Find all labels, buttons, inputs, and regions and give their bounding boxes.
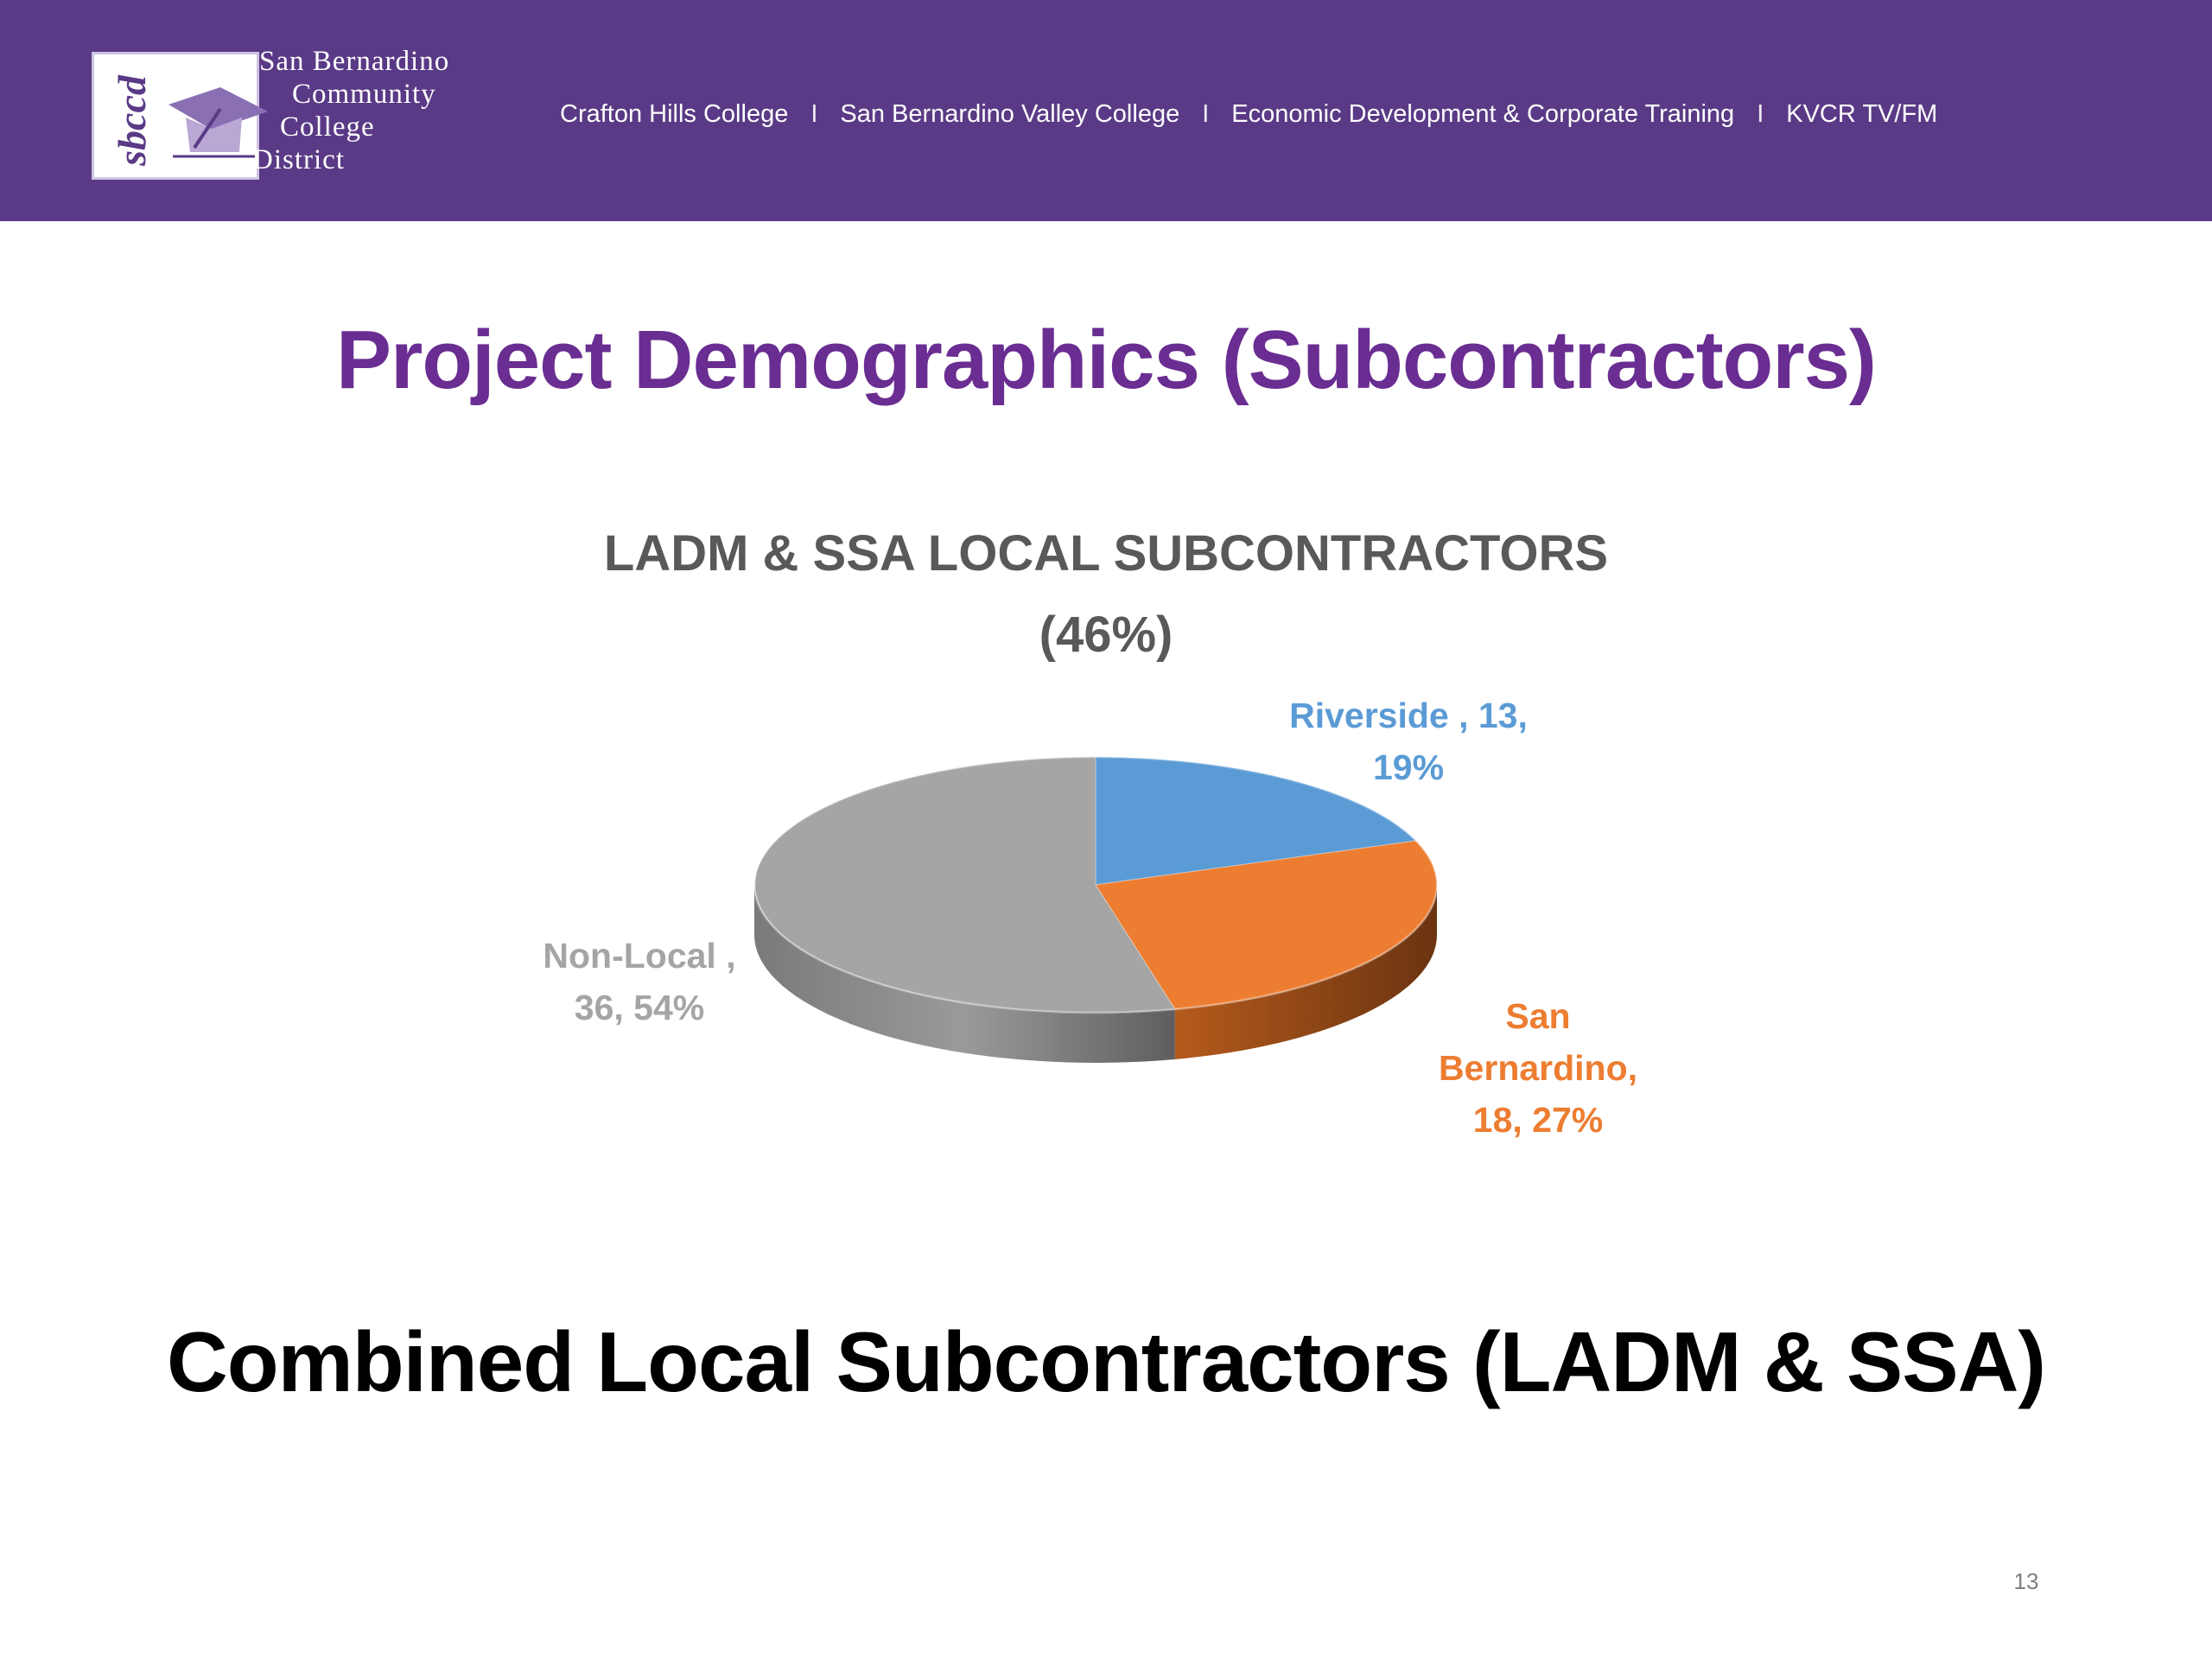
slice-label-line: Riverside , 13,	[1289, 696, 1528, 735]
nav-item-sbvc: San Bernardino Valley College	[840, 99, 1180, 128]
slice-label-line: 19%	[1372, 747, 1445, 787]
district-logo: sbccd San Bernardino Community College D…	[92, 45, 506, 183]
district-name-line: District	[252, 144, 345, 175]
nav-separator: I	[1757, 99, 1764, 128]
nav-item-crafton-hills: Crafton Hills College	[560, 99, 789, 128]
slice-label-line: 36, 54%	[574, 988, 705, 1027]
district-name: San Bernardino Community College Distric…	[252, 45, 512, 183]
slice-label-line: Bernardino,	[1438, 1048, 1638, 1088]
chart-title: LADM & SSA LOCAL SUBCONTRACTORS (46%)	[484, 513, 1728, 676]
logo-emblem: sbccd	[92, 52, 268, 180]
pie-slice-san-bernardino	[1095, 840, 1438, 1010]
page-number: 13	[2013, 1568, 2039, 1594]
slice-label-line: 18, 27%	[1472, 1100, 1604, 1140]
slice-label-san-bernardino: San Bernardino, 18, 27%	[1408, 990, 1668, 1146]
district-name-line: Community	[292, 79, 436, 110]
bottom-title: Combined Local Subcontractors (LADM & SS…	[166, 1314, 2046, 1409]
chart-title-line: (46%)	[1039, 607, 1173, 663]
graduation-cap-icon	[168, 87, 268, 158]
college-nav: Crafton Hills College I San Bernardino V…	[560, 97, 1937, 131]
pie-rim	[753, 755, 1439, 1014]
slide-title: Project Demographics (Subcontractors)	[335, 314, 1877, 406]
slice-label-line: San	[1505, 996, 1571, 1036]
slice-label-riverside: Riverside , 13, 19%	[1279, 690, 1538, 793]
nav-item-kvcr: KVCR TV/FM	[1786, 99, 1938, 128]
district-name-line: San Bernardino	[259, 46, 450, 77]
district-name-line: College	[280, 111, 375, 143]
slice-label-line: Non-Local ,	[543, 936, 736, 976]
logo-monogram: sbccd	[109, 74, 154, 166]
slice-label-non-local: Non-Local , 36, 54%	[510, 930, 769, 1033]
chart-title-line: LADM & SSA LOCAL SUBCONTRACTORS	[603, 525, 1609, 582]
nav-separator: I	[1202, 99, 1210, 128]
nav-separator: I	[810, 99, 818, 128]
pie-slice-san-bernardino-side	[1174, 885, 1437, 1059]
pie-slice-non-local-side	[754, 885, 1175, 1063]
nav-item-economic-development: Economic Development & Corporate Trainin…	[1231, 99, 1735, 128]
pie-slice-non-local	[754, 756, 1176, 1014]
header-bar: sbccd San Bernardino Community College D…	[0, 0, 2212, 221]
